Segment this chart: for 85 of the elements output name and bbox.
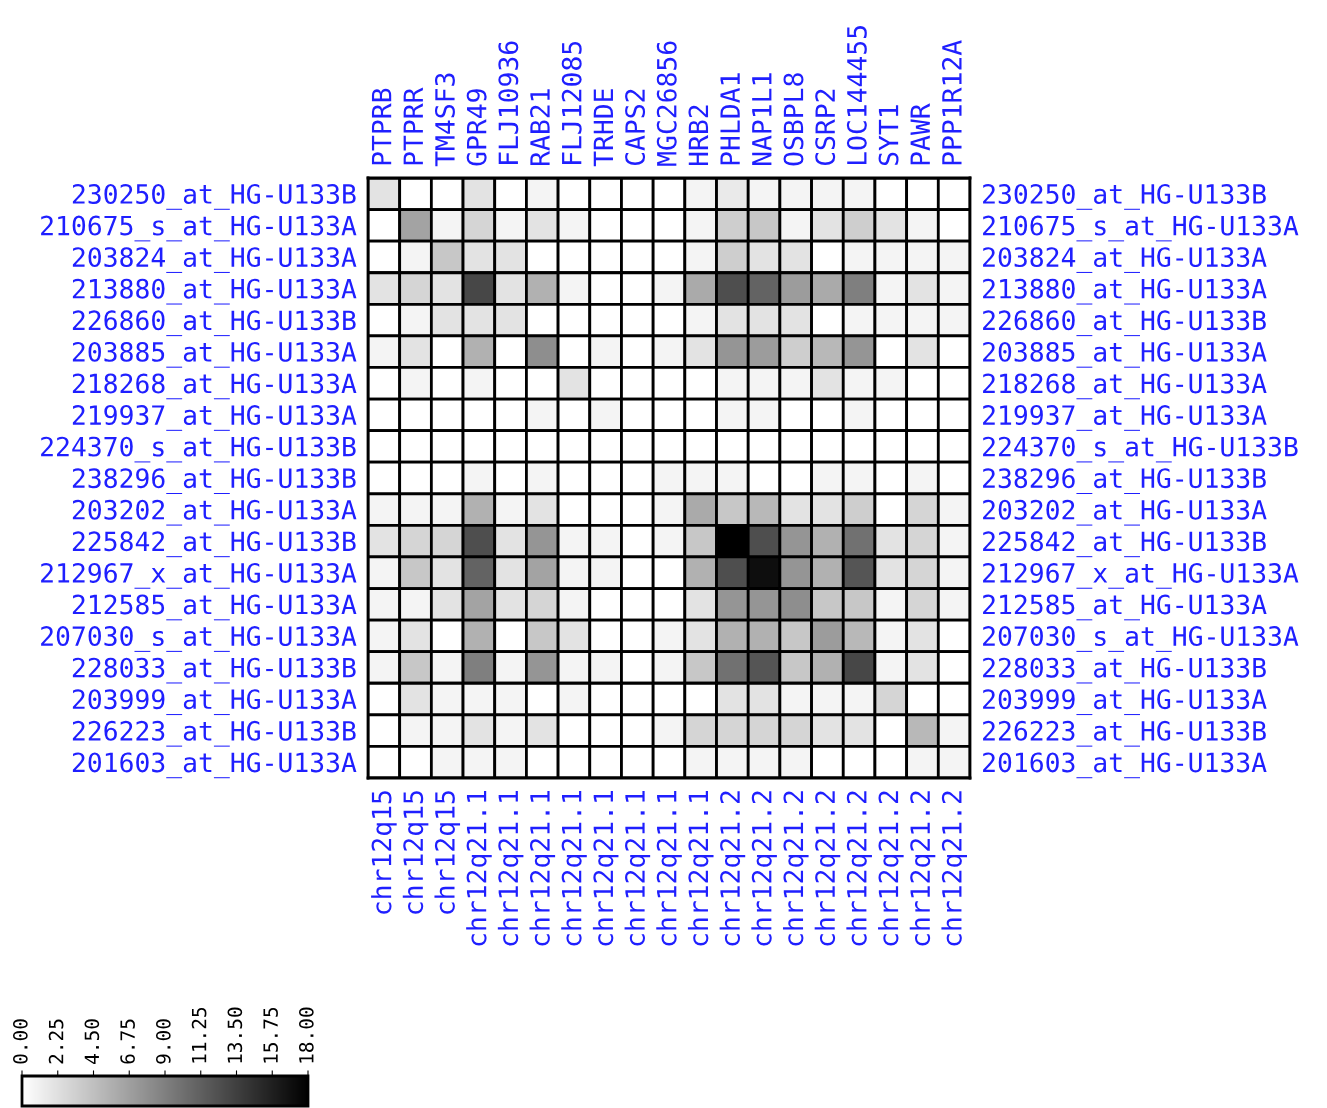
x-tick-label: PHLDA1 bbox=[720, 73, 740, 165]
text: chr12q21.1 bbox=[497, 790, 524, 946]
y2-tick-label: 203202_at_HG-U133A bbox=[983, 499, 1267, 526]
y-tick-label: 224370_s_at_HG-U133B bbox=[41, 436, 356, 463]
y-tick-label: 203202_at_HG-U133A bbox=[72, 499, 357, 526]
y2-tick-label: 230250_at_HG-U133B bbox=[983, 184, 1266, 210]
y2-tick-label: 201603_at_HG-U133A bbox=[983, 752, 1267, 779]
text: chr12q21.2 bbox=[719, 791, 746, 946]
x-tick-label: CSRP2 bbox=[815, 89, 836, 166]
x-tick-label: SYT1 bbox=[878, 105, 899, 166]
y-tick-label: 207030_s_at_HG-U133A bbox=[41, 626, 357, 652]
y-tick-label: 218268_at_HG-U133A bbox=[72, 373, 357, 400]
text: chr12q21.1 bbox=[529, 790, 556, 946]
y-tick-label: 213880_at_HG-U133A bbox=[72, 278, 357, 305]
x-tick-label: TRHDE bbox=[593, 89, 613, 167]
y-tick-label: 212585_at_HG-U133A bbox=[72, 594, 357, 621]
color-bar-label: 13.50 bbox=[227, 1007, 243, 1063]
text: chr12q21.1 bbox=[592, 790, 619, 946]
y2-tick-label: 207030_s_at_HG-U133A bbox=[983, 626, 1299, 652]
color-bar-label: 15.75 bbox=[263, 1007, 278, 1063]
color-bar-label: 11.25 bbox=[191, 1007, 207, 1063]
color-bar-label: 2.25 bbox=[48, 1019, 64, 1064]
text: chr12q21.2 bbox=[846, 791, 872, 946]
y2-tick-label: 238296_at_HG-U133B bbox=[983, 468, 1266, 495]
y2-tick-label: 218268_at_HG-U133A bbox=[983, 373, 1267, 400]
y-tick-label: 212967_x_at_HG-U133A bbox=[41, 562, 357, 589]
x-tick-label: PTPRB bbox=[371, 88, 392, 165]
x-tick-label: FLJ10936 bbox=[498, 41, 519, 164]
text: chr12q21.1 bbox=[656, 790, 682, 946]
text: chr12q21.2 bbox=[878, 791, 904, 946]
y2-tick-label: 212585_at_HG-U133A bbox=[983, 594, 1267, 621]
color-bar-label: 6.75 bbox=[120, 1019, 135, 1064]
x-tick-label: FLJ12085 bbox=[561, 41, 582, 164]
x-tick-label: OSBPL8 bbox=[783, 73, 804, 166]
y2-tick-label: 210675_s_at_HG-U133A bbox=[983, 215, 1299, 242]
y-tick-label: 201603_at_HG-U133A bbox=[72, 752, 357, 779]
y2-tick-label: 212967_x_at_HG-U133A bbox=[983, 562, 1299, 589]
y-tick-label: 210675_s_at_HG-U133A bbox=[41, 215, 357, 242]
y-tick-label: 230250_at_HG-U133B bbox=[72, 184, 356, 210]
text: chr12q21.2 bbox=[782, 791, 809, 946]
color-bar-label: 18.00 bbox=[298, 1007, 314, 1063]
color-bar-label: 0.00 bbox=[12, 1019, 28, 1064]
y2-tick-label: 203885_at_HG-U133A bbox=[983, 341, 1267, 368]
text: chr12q21.2 bbox=[814, 791, 841, 946]
color-bar-label: 4.50 bbox=[84, 1019, 100, 1064]
text: chr12q21.1 bbox=[466, 790, 492, 946]
text: chr12q15 bbox=[402, 791, 429, 914]
y2-tick-label: 226860_at_HG-U133B bbox=[983, 310, 1266, 337]
text: chr12q21.2 bbox=[909, 791, 936, 946]
x-tick-label: RAB21 bbox=[530, 89, 550, 166]
text: chr12q21.2 bbox=[941, 791, 967, 946]
x-tick-label: TM4SF3 bbox=[434, 73, 455, 167]
y-tick-label: 225842_at_HG-U133B bbox=[72, 531, 356, 558]
y2-tick-label: 203999_at_HG-U133A bbox=[983, 689, 1267, 716]
color-bar-label: 9.00 bbox=[155, 1019, 171, 1064]
x-tick-label: HRB2 bbox=[688, 105, 709, 166]
text: chr12q21.2 bbox=[751, 791, 777, 946]
text: chr12q21.1 bbox=[624, 790, 651, 946]
y-tick-label: 219937_at_HG-U133A bbox=[72, 405, 357, 431]
y-tick-label: 228033_at_HG-U133B bbox=[72, 657, 356, 684]
y-tick-label: 203999_at_HG-U133A bbox=[72, 689, 357, 716]
y2-tick-label: 219937_at_HG-U133A bbox=[983, 405, 1267, 431]
text: chr12q15 bbox=[434, 791, 461, 914]
y-tick-label: 203824_at_HG-U133A bbox=[72, 247, 357, 273]
text: chr12q21.1 bbox=[561, 790, 587, 946]
y2-tick-label: 225842_at_HG-U133B bbox=[983, 531, 1266, 558]
y-tick-label: 226223_at_HG-U133B bbox=[72, 720, 356, 747]
x-tick-label: MGC26856 bbox=[656, 41, 677, 166]
x-tick-label: GPR49 bbox=[466, 89, 487, 166]
text: chr12q15 bbox=[371, 791, 397, 914]
x-tick-label: NAP1L1 bbox=[752, 73, 772, 166]
x-tick-label: CAPS2 bbox=[625, 89, 646, 166]
y2-tick-label: 203824_at_HG-U133A bbox=[983, 247, 1267, 273]
y-tick-label: 226860_at_HG-U133B bbox=[72, 310, 356, 337]
x-tick-label: PPP1R12A bbox=[941, 40, 962, 165]
y2-tick-label: 213880_at_HG-U133A bbox=[983, 278, 1267, 305]
y-tick-label: 203885_at_HG-U133A bbox=[72, 341, 357, 368]
y-tick-label: 238296_at_HG-U133B bbox=[72, 468, 356, 495]
text: chr12q21.1 bbox=[687, 790, 714, 946]
x-tick-label: PTPRR bbox=[403, 87, 423, 165]
y2-tick-label: 226223_at_HG-U133B bbox=[983, 720, 1266, 747]
x-tick-label: LOC144455 bbox=[846, 26, 867, 165]
y2-tick-label: 224370_s_at_HG-U133B bbox=[983, 436, 1298, 463]
y2-tick-label: 228033_at_HG-U133B bbox=[983, 657, 1266, 684]
x-tick-label: PAWR bbox=[910, 103, 930, 165]
